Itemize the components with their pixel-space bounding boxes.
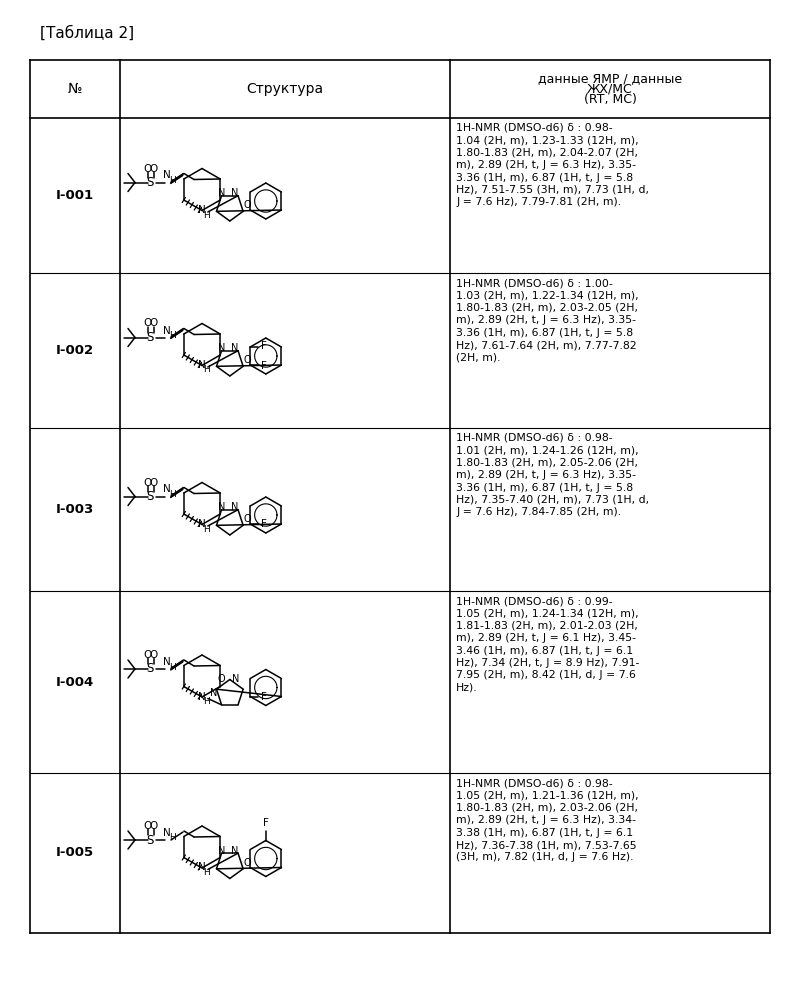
Text: 1H-NMR (DMSO-d6) δ : 0.98-
1.04 (2H, m), 1.23-1.33 (12H, m),
1.80-1.83 (2H, m), : 1H-NMR (DMSO-d6) δ : 0.98- 1.04 (2H, m),… xyxy=(456,123,649,207)
Text: N: N xyxy=(218,846,226,856)
Text: O: O xyxy=(243,857,251,867)
Text: O: O xyxy=(243,355,251,365)
Text: 1H-NMR (DMSO-d6) δ : 1.00-
1.03 (2H, m), 1.22-1.34 (12H, m),
1.80-1.83 (2H, m), : 1H-NMR (DMSO-d6) δ : 1.00- 1.03 (2H, m),… xyxy=(456,278,638,362)
Text: O: O xyxy=(243,514,251,524)
Text: [Таблица 2]: [Таблица 2] xyxy=(40,25,134,40)
Text: N: N xyxy=(218,343,226,353)
Text: N: N xyxy=(163,170,171,180)
Text: H: H xyxy=(168,331,176,340)
Text: O: O xyxy=(144,318,152,328)
Text: F: F xyxy=(261,341,267,351)
Text: S: S xyxy=(146,176,154,189)
Text: I-005: I-005 xyxy=(56,846,94,859)
Text: O: O xyxy=(144,163,152,174)
Text: I-003: I-003 xyxy=(56,503,94,516)
Text: N: N xyxy=(198,205,206,215)
Text: I-001: I-001 xyxy=(56,189,94,202)
Text: 1H-NMR (DMSO-d6) δ : 0.99-
1.05 (2H, m), 1.24-1.34 (12H, m),
1.81-1.83 (2H, m), : 1H-NMR (DMSO-d6) δ : 0.99- 1.05 (2H, m),… xyxy=(456,596,639,693)
Text: O: O xyxy=(144,650,152,660)
Text: N: N xyxy=(198,360,206,370)
Text: H: H xyxy=(203,524,210,534)
Text: F: F xyxy=(261,361,267,371)
Text: N: N xyxy=(218,188,226,198)
Text: N: N xyxy=(231,846,239,856)
Text: S: S xyxy=(146,834,154,846)
Text: O: O xyxy=(150,650,158,660)
Text: N: N xyxy=(198,519,206,529)
Text: Структура: Структура xyxy=(247,82,323,96)
Text: H: H xyxy=(168,834,176,842)
Text: O: O xyxy=(150,163,158,174)
Text: N: N xyxy=(232,674,239,684)
Text: O: O xyxy=(243,200,251,210)
Text: O: O xyxy=(150,821,158,831)
Text: O: O xyxy=(144,478,152,488)
Text: H: H xyxy=(168,176,176,185)
Text: I-002: I-002 xyxy=(56,344,94,357)
Text: H: H xyxy=(203,365,210,374)
Text: N: N xyxy=(163,326,171,336)
Text: N: N xyxy=(210,688,218,698)
Text: H: H xyxy=(168,490,176,499)
Text: №: № xyxy=(68,82,82,96)
Text: O: O xyxy=(144,821,152,831)
Text: данные ЯМР / данные: данные ЯМР / данные xyxy=(538,73,682,86)
Text: F: F xyxy=(261,519,267,529)
Text: F: F xyxy=(263,818,269,828)
Text: S: S xyxy=(146,662,154,676)
Text: ЖХ/МС: ЖХ/МС xyxy=(587,83,633,96)
Text: O: O xyxy=(150,478,158,488)
Text: N: N xyxy=(231,502,239,512)
Text: N: N xyxy=(163,828,171,838)
Text: H: H xyxy=(203,211,210,220)
Text: N: N xyxy=(231,188,239,198)
Text: 1H-NMR (DMSO-d6) δ : 0.98-
1.01 (2H, m), 1.24-1.26 (12H, m),
1.80-1.83 (2H, m), : 1H-NMR (DMSO-d6) δ : 0.98- 1.01 (2H, m),… xyxy=(456,433,649,517)
Text: N: N xyxy=(231,343,239,353)
Text: S: S xyxy=(146,490,154,503)
Text: O: O xyxy=(217,674,224,684)
Text: N: N xyxy=(218,502,226,512)
Text: S: S xyxy=(146,331,154,344)
Text: H: H xyxy=(168,662,176,672)
Text: O: O xyxy=(150,318,158,328)
Text: N: N xyxy=(163,657,171,667)
Text: N: N xyxy=(198,862,206,872)
Text: H: H xyxy=(203,697,210,706)
Text: I-004: I-004 xyxy=(56,676,94,688)
Text: N: N xyxy=(198,692,206,702)
Text: H: H xyxy=(203,868,210,877)
Text: 1H-NMR (DMSO-d6) δ : 0.98-
1.05 (2H, m), 1.21-1.36 (12H, m),
1.80-1.83 (2H, m), : 1H-NMR (DMSO-d6) δ : 0.98- 1.05 (2H, m),… xyxy=(456,778,638,862)
Text: (RT, МС): (RT, МС) xyxy=(583,93,637,105)
Text: F: F xyxy=(261,692,267,702)
Text: N: N xyxy=(163,485,171,494)
